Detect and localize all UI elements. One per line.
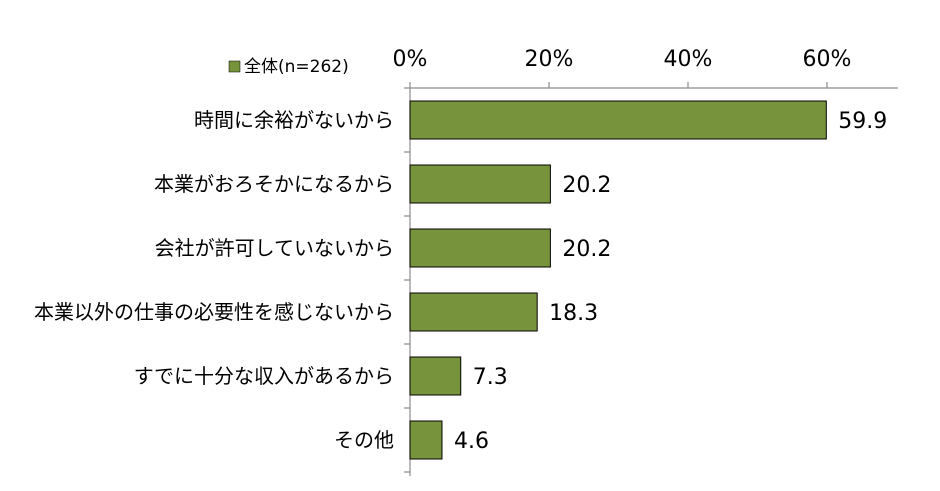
bars — [409, 100, 827, 460]
category-label: すでに十分な収入があるから — [134, 364, 394, 388]
x-tick-label: 60% — [803, 47, 852, 72]
x-tick-label: 20% — [525, 47, 574, 72]
category-label: 本業以外の仕事の必要性を感じないから — [34, 300, 394, 324]
x-tick-label: 40% — [664, 47, 713, 72]
value-label: 20.2 — [562, 173, 611, 198]
bar — [409, 292, 538, 332]
bar — [409, 164, 551, 204]
value-label: 7.3 — [473, 365, 508, 390]
bar — [409, 100, 827, 140]
labels: 0% 20% 40% 60% 時間に余裕がないから 59.9 本業がおろそかになるから 20.… — [34, 47, 887, 454]
bar — [409, 228, 551, 268]
x-axis — [404, 82, 898, 476]
category-label: 本業がおろそかになるから — [154, 172, 394, 196]
category-label: その他 — [334, 428, 394, 452]
category-label: 会社が許可していないから — [155, 236, 394, 260]
x-tick-label: 0% — [393, 47, 428, 72]
bar — [409, 420, 443, 460]
value-label: 20.2 — [562, 237, 611, 262]
category-label: 時間に余裕がないから — [194, 108, 394, 132]
value-label: 18.3 — [549, 301, 598, 326]
value-label: 59.9 — [838, 109, 887, 134]
value-label: 4.6 — [454, 429, 489, 454]
legend: 全体(n=262) — [228, 57, 349, 77]
legend-swatch — [228, 60, 241, 73]
legend-label: 全体(n=262) — [244, 57, 349, 77]
bar — [409, 356, 462, 396]
